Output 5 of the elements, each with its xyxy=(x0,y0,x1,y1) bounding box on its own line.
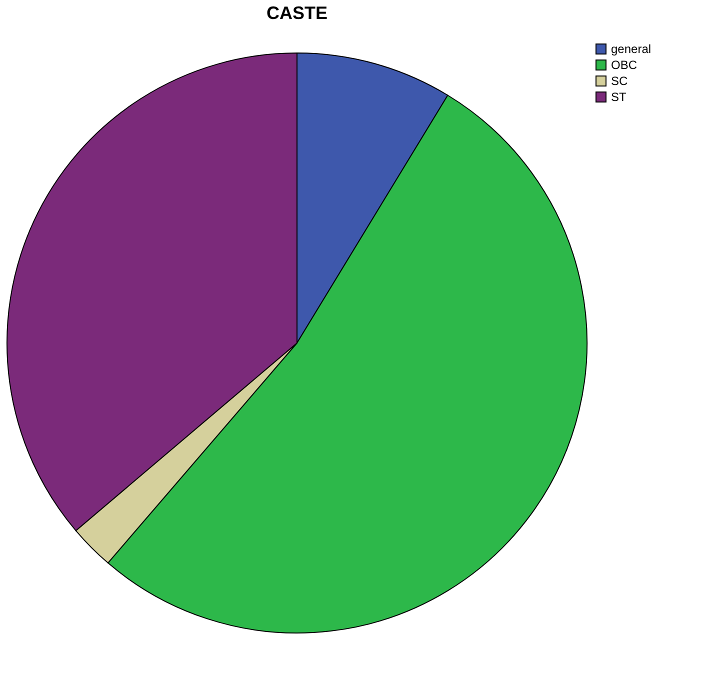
chart-title: CASTE xyxy=(266,3,328,23)
legend-label: general xyxy=(611,42,652,56)
legend-label: SC xyxy=(611,74,628,88)
legend-label: OBC xyxy=(611,58,638,72)
legend-label: ST xyxy=(611,90,628,104)
